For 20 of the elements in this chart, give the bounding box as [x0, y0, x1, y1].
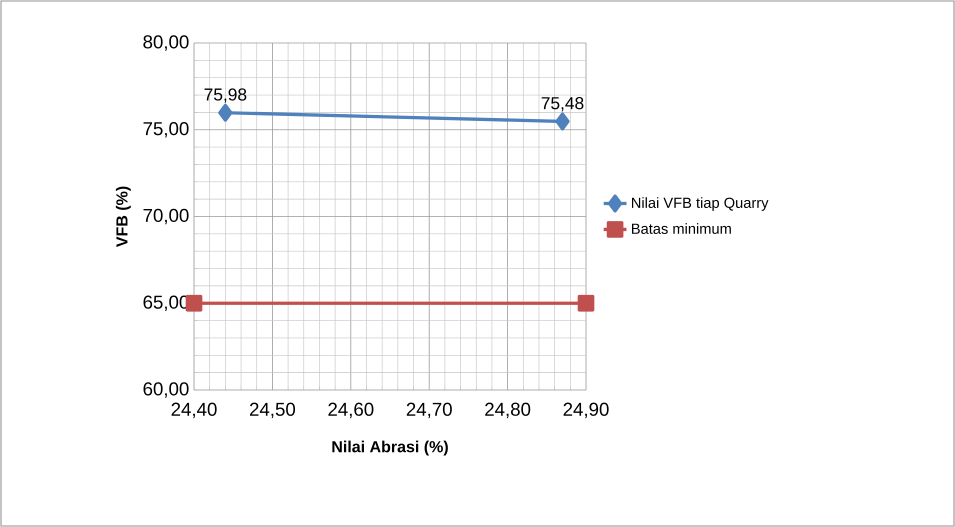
y-tick-label: 75,00: [144, 122, 189, 138]
x-tick-label: 24,50: [250, 402, 296, 418]
x-tick-label: 24,60: [328, 402, 374, 418]
x-tick-label: 24,40: [172, 402, 217, 418]
x-tick-label: 24,70: [406, 402, 452, 418]
legend-label: Nilai VFB tiap Quarry: [632, 197, 768, 211]
point: [578, 294, 594, 312]
point: [555, 112, 570, 130]
x-tick-label: 24,90: [564, 402, 609, 418]
x-axis-title: Nilai Abrasi (%): [332, 440, 448, 456]
y-axis-title: VFB (%): [116, 186, 131, 248]
data-label: 75,48: [542, 97, 584, 112]
point: [218, 104, 233, 122]
y-tick-label: 80,00: [143, 35, 189, 51]
data-label: 75,98: [204, 88, 246, 103]
x-tick-label: 24,80: [485, 402, 530, 418]
point: [186, 294, 202, 312]
y-tick-label: 70,00: [144, 208, 189, 224]
legend-label: Batas minimum: [632, 223, 731, 234]
y-tick-label: 60,00: [144, 382, 189, 398]
